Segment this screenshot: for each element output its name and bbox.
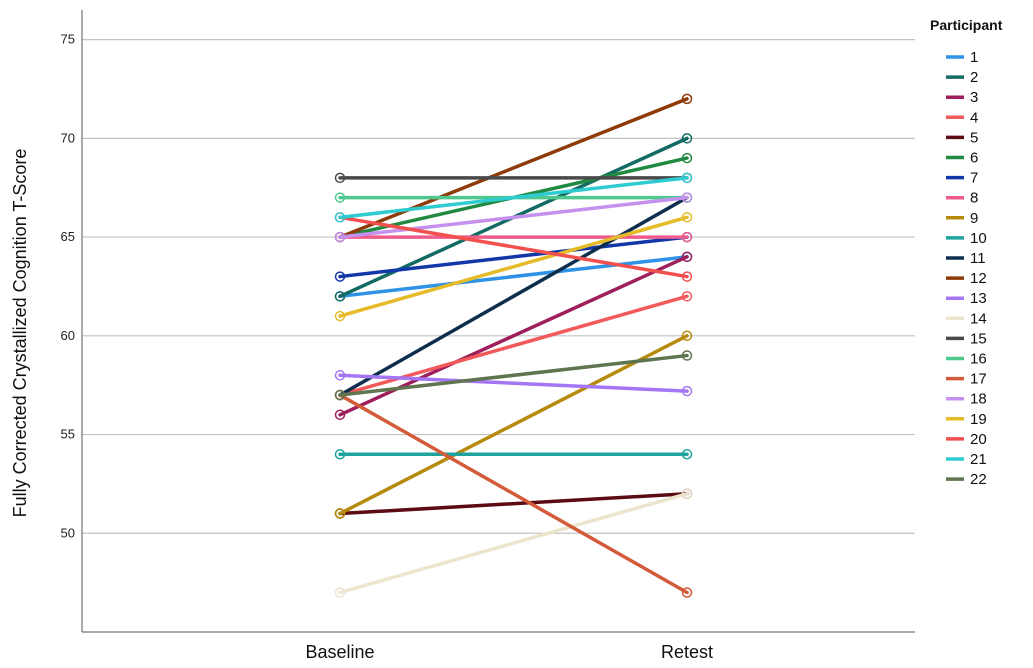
y-tick-label: 50 [61, 525, 75, 540]
series-15 [334, 172, 693, 184]
axes [81, 10, 915, 633]
series-line [338, 215, 689, 279]
x-category-labels: Baseline Retest [305, 642, 713, 662]
y-tick-label: 75 [61, 32, 75, 47]
data-point [681, 152, 693, 164]
data-point [334, 192, 346, 203]
legend-label: 17 [970, 371, 987, 388]
series-14 [334, 488, 693, 598]
y-tick-label: 60 [61, 328, 75, 343]
data-point [334, 587, 346, 598]
data-point [334, 449, 346, 460]
series-13 [334, 370, 693, 397]
data-point [681, 385, 693, 397]
legend-label: 3 [970, 89, 978, 106]
data-point [334, 212, 346, 223]
legend-label: 12 [970, 270, 987, 287]
y-tick-label: 65 [61, 229, 75, 244]
legend-label: 15 [970, 330, 987, 347]
x-category-label: Baseline [305, 642, 374, 662]
data-point [681, 172, 693, 184]
data-point [681, 251, 693, 263]
legend-label: 19 [970, 411, 987, 428]
y-axis-title: Fully Corrected Crystallized Cognition T… [10, 149, 30, 518]
legend-label: 20 [970, 431, 987, 448]
data-point [334, 370, 346, 381]
legend-label: 9 [970, 210, 978, 227]
data-point [681, 93, 693, 105]
series-17 [334, 389, 693, 598]
series-line [338, 393, 689, 595]
data-point [681, 231, 693, 243]
legend-label: 11 [970, 250, 986, 267]
series-line [338, 373, 689, 393]
series-1 [334, 251, 693, 302]
legend-title: Participant [930, 17, 1003, 33]
series-21 [334, 172, 693, 223]
data-point [334, 231, 346, 243]
data-point [681, 291, 693, 302]
legend-label: 5 [970, 129, 978, 146]
data-point [681, 271, 693, 282]
series-line [338, 492, 689, 516]
data-point [681, 449, 693, 460]
series-line [338, 334, 689, 516]
series-line [338, 215, 689, 318]
y-tick-label: 70 [61, 130, 75, 145]
data-point [334, 291, 346, 302]
series-9 [334, 330, 693, 519]
legend-label: 18 [970, 391, 987, 408]
legend-label: 2 [970, 69, 978, 86]
legend: Participant 1234567891011121314151617181… [930, 17, 1003, 488]
y-tick-labels: 50 55 60 65 70 75 [61, 32, 75, 541]
series-line [338, 176, 689, 220]
data-point [334, 508, 346, 519]
data-point [334, 172, 346, 184]
legend-label: 16 [970, 351, 987, 368]
series-line [338, 97, 689, 239]
series-line [338, 492, 689, 595]
series-22 [334, 350, 693, 401]
legend-label: 6 [970, 150, 978, 167]
legend-label: 22 [970, 471, 987, 488]
series-10 [334, 449, 693, 460]
series-line [338, 353, 689, 397]
series-lines [334, 93, 693, 598]
data-point [681, 350, 693, 361]
data-point [681, 330, 693, 342]
legend-label: 1 [970, 49, 978, 66]
series-line [338, 255, 689, 299]
data-point [334, 389, 346, 401]
data-point [681, 192, 693, 203]
legend-label: 8 [970, 190, 978, 207]
data-point [334, 310, 346, 322]
gridlines [82, 39, 915, 534]
series-8 [334, 231, 693, 243]
series-line [338, 294, 689, 397]
data-point [681, 488, 693, 500]
data-point [681, 587, 693, 598]
legend-label: 4 [970, 109, 978, 126]
legend-label: 21 [970, 451, 987, 468]
legend-label: 7 [970, 170, 978, 187]
y-tick-label: 55 [61, 427, 75, 442]
series-18 [334, 192, 693, 243]
legend-label: 14 [970, 310, 987, 327]
legend-label: 13 [970, 290, 987, 307]
series-19 [334, 212, 693, 322]
legend-label: 10 [970, 230, 987, 247]
data-point [681, 212, 693, 223]
data-point [334, 271, 346, 282]
data-point [334, 409, 346, 421]
series-line [338, 235, 689, 279]
series-line [338, 195, 689, 397]
x-category-label: Retest [661, 642, 713, 662]
series-line [338, 195, 689, 239]
data-point [681, 133, 693, 144]
